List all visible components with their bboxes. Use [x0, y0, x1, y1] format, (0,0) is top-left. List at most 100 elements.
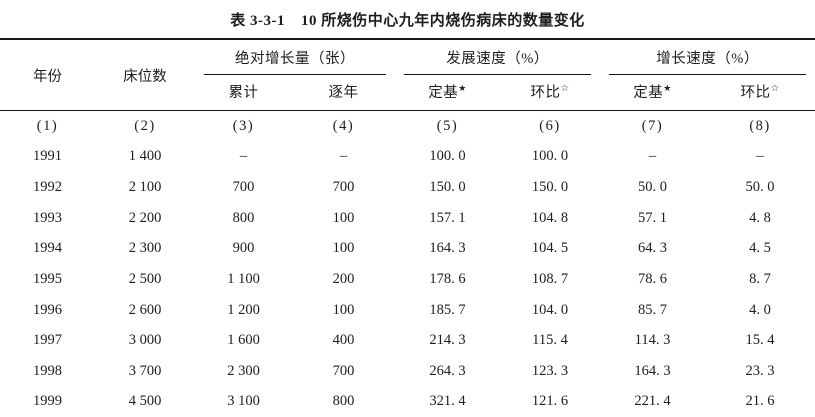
cell-cumulative: 2 300: [227, 363, 260, 380]
col-number-4: (4): [332, 117, 355, 134]
header-beds: 床位数: [123, 68, 167, 85]
cell-cumulative: 700: [232, 179, 255, 196]
header-dev-fixed-base-label: 定基: [428, 85, 459, 101]
cell-dev-chain: 123. 3: [531, 363, 569, 380]
cell-dev-fixed-base: 150. 0: [429, 179, 466, 196]
table-title: 表 3-3-1 10 所烧伤中心九年内烧伤病床的数量变化: [0, 0, 815, 38]
table-row: 1993 2 200 800 100 157. 1 104. 8 57. 1 4. 8: [0, 203, 815, 234]
cell-year: 1993: [33, 209, 62, 226]
cell-beds: 1 400: [128, 148, 162, 165]
cell-beds: 4 500: [128, 393, 162, 410]
cell-beds: 2 600: [128, 301, 162, 318]
cell-dev-fixed-base: 321. 4: [429, 393, 466, 410]
cell-dev-fixed-base: 178. 6: [429, 271, 466, 288]
cell-cumulative: 900: [232, 240, 255, 257]
header-yearly: 逐年: [328, 85, 359, 101]
cell-yearly: 700: [332, 363, 355, 380]
cell-year: 1995: [33, 271, 62, 288]
cell-growth-fixed-base: 78. 6: [638, 271, 668, 288]
cell-growth-chain: 4. 5: [749, 240, 771, 257]
cell-yearly: 700: [332, 179, 355, 196]
col-number-8: (8): [749, 117, 771, 134]
cell-year: 1991: [33, 148, 62, 165]
table-row: 1998 3 700 2 300 700 264. 3 123. 3 164. 3 23. 3: [0, 356, 815, 387]
cell-yearly: 100: [332, 240, 355, 257]
cell-dev-chain: 104. 8: [531, 209, 569, 226]
table-header: 年份 床位数 绝对增长量（张） 发展速度（%） 增长速度（%） 累计 逐年 定基…: [0, 39, 815, 111]
header-dev-chain: 环比☆: [500, 75, 600, 111]
cell-yearly: –: [339, 148, 348, 165]
table-caption: 10 所烧伤中心九年内烧伤病床的数量变化: [300, 13, 585, 29]
cell-growth-chain: 50. 0: [745, 179, 775, 196]
star-filled-icon: ★: [458, 83, 467, 94]
cell-growth-chain: –: [756, 148, 764, 165]
cell-dev-chain: 104. 5: [531, 240, 569, 257]
cell-growth-chain: 23. 3: [745, 363, 775, 380]
cell-year: 1992: [33, 179, 62, 196]
cell-yearly: 800: [332, 393, 355, 410]
cell-growth-chain: 8. 7: [749, 271, 771, 288]
header-group-dev-speed: 发展速度（%）: [395, 39, 600, 75]
cell-growth-chain: 4. 8: [749, 209, 771, 226]
header-cumulative: 累计: [228, 85, 259, 101]
cell-dev-fixed-base: 185. 7: [429, 301, 466, 318]
table-row: 1999 4 500 3 100 800 321. 4 121. 6 221. 4 21. 6: [0, 387, 815, 417]
cell-yearly: 200: [332, 271, 355, 288]
header-sub-row: 累计 逐年 定基★ 环比☆ 定基★ 环比☆: [0, 75, 815, 111]
header-year: 年份: [33, 68, 62, 85]
cell-dev-chain: 104. 0: [531, 301, 569, 318]
header-dev-chain-label: 环比: [530, 85, 561, 101]
cell-cumulative: 1 200: [227, 301, 260, 318]
header-dev-fixed-base: 定基★: [395, 75, 500, 111]
cell-cumulative: 1 600: [227, 332, 260, 349]
cell-beds: 2 300: [128, 240, 162, 257]
cell-growth-fixed-base: 50. 0: [638, 179, 668, 196]
cell-growth-fixed-base: 164. 3: [634, 363, 671, 380]
cell-growth-chain: 4. 0: [749, 301, 771, 318]
cell-growth-fixed-base: 57. 1: [638, 209, 668, 226]
cell-yearly: 100: [332, 301, 355, 318]
cell-growth-fixed-base: 64. 3: [638, 240, 668, 257]
col-number-6: (6): [539, 117, 561, 134]
cell-dev-fixed-base: 214. 3: [429, 332, 466, 349]
cell-growth-fixed-base: 221. 4: [634, 393, 671, 410]
cell-growth-fixed-base: 114. 3: [634, 332, 671, 349]
table-number: 表 3-3-1: [230, 13, 285, 29]
col-number-5: (5): [436, 117, 459, 134]
cell-yearly: 400: [332, 332, 355, 349]
cell-beds: 2 100: [128, 179, 162, 196]
cell-cumulative: –: [239, 148, 248, 165]
cell-dev-chain: 108. 7: [531, 271, 569, 288]
cell-dev-fixed-base: 100. 0: [429, 148, 466, 165]
table-row: 1997 3 000 1 600 400 214. 3 115. 4 114. 3 15. 4: [0, 326, 815, 357]
header-group-growth-speed: 增长速度（%）: [600, 39, 815, 75]
header-group-dev-speed-label: 发展速度（%）: [404, 40, 592, 75]
table-row: 1996 2 600 1 200 100 185. 7 104. 0 85. 7 4. 0: [0, 295, 815, 326]
star-filled-icon: ★: [663, 83, 672, 94]
header-growth-fixed-base: 定基★: [600, 75, 705, 111]
cell-yearly: 100: [332, 209, 355, 226]
col-number-2: (2): [134, 117, 156, 134]
col-number-1: (1): [36, 117, 59, 134]
cell-dev-chain: 150. 0: [531, 179, 569, 196]
col-number-3: (3): [232, 117, 255, 134]
statistics-table: 年份 床位数 绝对增长量（张） 发展速度（%） 增长速度（%） 累计 逐年 定基…: [0, 38, 815, 417]
cell-beds: 3 700: [128, 363, 162, 380]
col-number-7: (7): [641, 117, 664, 134]
cell-dev-fixed-base: 264. 3: [429, 363, 466, 380]
header-growth-chain: 环比☆: [705, 75, 815, 111]
cell-cumulative: 3 100: [227, 393, 260, 410]
cell-cumulative: 800: [232, 209, 255, 226]
cell-year: 1997: [33, 332, 62, 349]
cell-beds: 2 500: [128, 271, 162, 288]
cell-dev-fixed-base: 157. 1: [429, 209, 466, 226]
cell-dev-chain: 100. 0: [531, 148, 569, 165]
cell-beds: 3 000: [128, 332, 162, 349]
table-row: 1991 1 400 – – 100. 0 100. 0 – –: [0, 142, 815, 173]
table-body: (1) (2) (3) (4) (5) (6) (7) (8) 1991 1 40…: [0, 111, 815, 417]
cell-year: 1994: [33, 240, 62, 257]
star-outline-icon: ☆: [770, 84, 780, 95]
cell-growth-chain: 15. 4: [745, 332, 775, 349]
header-group-abs-growth-label: 绝对增长量（张）: [204, 40, 386, 75]
